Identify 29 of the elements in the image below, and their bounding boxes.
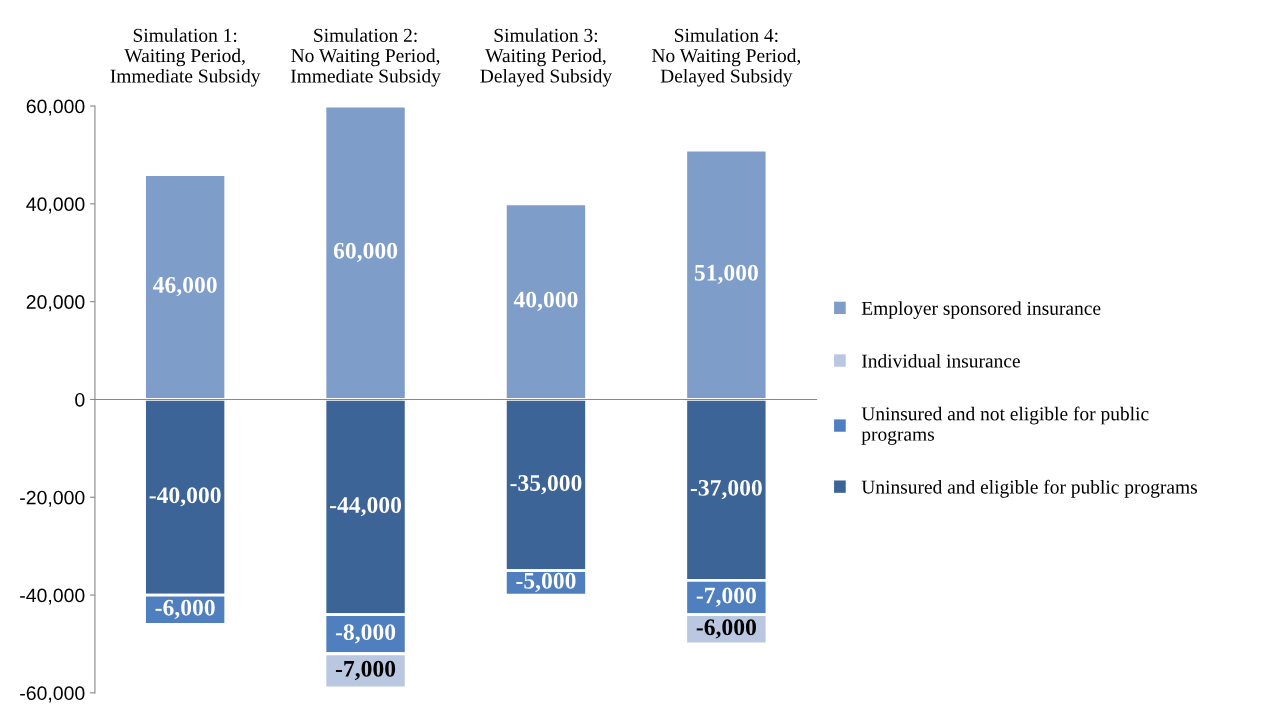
legend-label: Employer sponsored insurance	[861, 301, 1101, 319]
y-tick-label: -40,000	[20, 588, 85, 605]
data-label: -44,000	[330, 497, 402, 517]
data-label: -8,000	[335, 624, 396, 644]
x-tick-label: Simulation 2: No Waiting Period, Immediate Subsidy	[290, 28, 441, 87]
data-label: -40,000	[149, 487, 221, 507]
legend-label: Uninsured and not eligible for public programs	[861, 406, 1149, 445]
data-label: -35,000	[510, 475, 582, 495]
data-label: -6,000	[696, 619, 756, 639]
data-label: 60,000	[333, 242, 398, 263]
data-label: -7,000	[696, 587, 756, 607]
y-tick-label: 20,000	[26, 295, 85, 312]
x-tick-label: Simulation 4: No Waiting Period, Delayed Subsidy	[652, 28, 801, 87]
y-tick-label: 60,000	[26, 99, 85, 116]
data-label: 51,000	[694, 264, 758, 285]
data-label: 46,000	[153, 276, 217, 297]
data-label: -5,000	[516, 572, 576, 593]
y-tick-label: 0	[75, 392, 85, 407]
legend-label: Uninsured and eligible for public programs	[861, 479, 1197, 498]
data-label: -37,000	[690, 479, 762, 500]
data-label: -7,000	[335, 660, 396, 681]
legend-label: Individual insurance	[861, 353, 1020, 368]
data-label: 40,000	[513, 291, 578, 311]
y-tick-label: -60,000	[20, 686, 85, 703]
data-label: -6,000	[155, 599, 215, 620]
y-tick-label: -20,000	[20, 490, 85, 507]
y-tick-label: 40,000	[26, 197, 85, 214]
x-tick-label: Simulation 3: Waiting Period, Delayed Subsidy	[480, 28, 613, 87]
x-tick-label: Simulation 1: Waiting Period, Immediate Subsidy	[110, 28, 261, 87]
